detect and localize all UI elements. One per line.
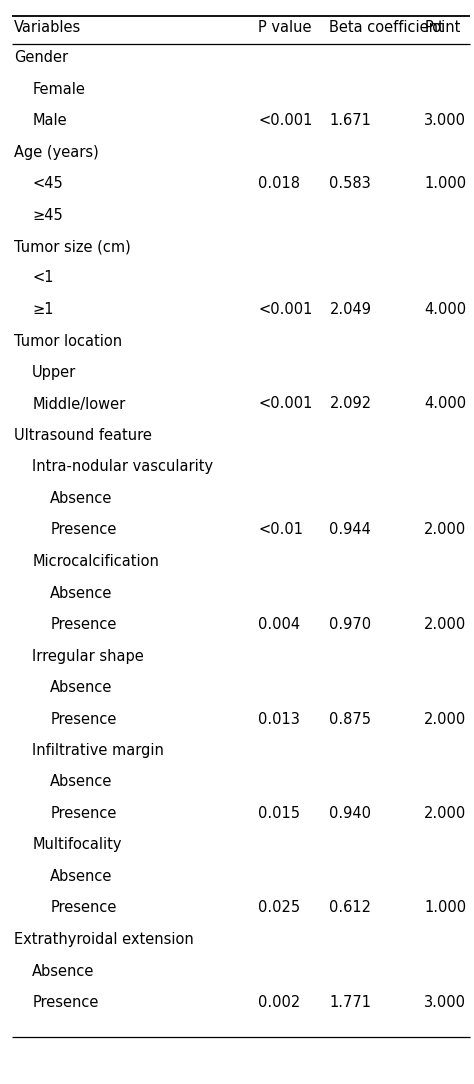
Text: Variables: Variables [14, 20, 82, 35]
Text: Microcalcification: Microcalcification [32, 554, 159, 569]
Text: Ultrasound feature: Ultrasound feature [14, 428, 152, 443]
Text: Presence: Presence [50, 617, 117, 632]
Text: P value: P value [258, 20, 312, 35]
Text: Absence: Absence [50, 491, 113, 506]
Text: 2.000: 2.000 [424, 522, 466, 538]
Text: 1.771: 1.771 [329, 995, 372, 1010]
Text: ≥1: ≥1 [32, 302, 54, 317]
Text: Infiltrative margin: Infiltrative margin [32, 743, 164, 758]
Text: 0.018: 0.018 [258, 176, 301, 191]
Text: Absence: Absence [50, 869, 113, 883]
Text: Absence: Absence [32, 964, 95, 979]
Text: 4.000: 4.000 [424, 302, 466, 317]
Text: 0.002: 0.002 [258, 995, 301, 1010]
Text: 0.013: 0.013 [258, 711, 300, 726]
Text: Presence: Presence [50, 711, 117, 726]
Text: Presence: Presence [50, 522, 117, 538]
Text: 3.000: 3.000 [424, 113, 466, 128]
Text: Intra-nodular vascularity: Intra-nodular vascularity [32, 460, 213, 475]
Text: 4.000: 4.000 [424, 397, 466, 412]
Text: <0.001: <0.001 [258, 302, 313, 317]
Text: 2.000: 2.000 [424, 806, 466, 821]
Text: 0.944: 0.944 [329, 522, 371, 538]
Text: 0.583: 0.583 [329, 176, 371, 191]
Text: Extrathyroidal extension: Extrathyroidal extension [14, 932, 194, 947]
Text: 1.000: 1.000 [424, 901, 466, 916]
Text: Upper: Upper [32, 365, 76, 380]
Text: <45: <45 [32, 176, 63, 191]
Text: Age (years): Age (years) [14, 144, 99, 159]
Text: 0.025: 0.025 [258, 901, 301, 916]
Text: Male: Male [32, 113, 67, 128]
Text: 2.000: 2.000 [424, 711, 466, 726]
Text: Irregular shape: Irregular shape [32, 648, 144, 663]
Text: 1.671: 1.671 [329, 113, 371, 128]
Text: Presence: Presence [50, 806, 117, 821]
Text: <0.001: <0.001 [258, 397, 313, 412]
Text: Tumor location: Tumor location [14, 334, 122, 348]
Text: Point: Point [424, 20, 461, 35]
Text: Presence: Presence [32, 995, 99, 1010]
Text: Absence: Absence [50, 774, 113, 789]
Text: 0.004: 0.004 [258, 617, 301, 632]
Text: 0.875: 0.875 [329, 711, 372, 726]
Text: 0.015: 0.015 [258, 806, 301, 821]
Text: 0.970: 0.970 [329, 617, 372, 632]
Text: <0.01: <0.01 [258, 522, 303, 538]
Text: 3.000: 3.000 [424, 995, 466, 1010]
Text: 1.000: 1.000 [424, 176, 466, 191]
Text: 0.612: 0.612 [329, 901, 372, 916]
Text: Tumor size (cm): Tumor size (cm) [14, 238, 131, 254]
Text: ≥45: ≥45 [32, 207, 63, 222]
Text: Absence: Absence [50, 680, 113, 695]
Text: 2.000: 2.000 [424, 617, 466, 632]
Text: Gender: Gender [14, 50, 68, 65]
Text: 0.940: 0.940 [329, 806, 372, 821]
Text: Middle/lower: Middle/lower [32, 397, 126, 412]
Text: Beta coefficient: Beta coefficient [329, 20, 444, 35]
Text: Absence: Absence [50, 585, 113, 601]
Text: 2.049: 2.049 [329, 302, 372, 317]
Text: Female: Female [32, 81, 85, 96]
Text: <1: <1 [32, 271, 54, 285]
Text: Presence: Presence [50, 901, 117, 916]
Text: 2.092: 2.092 [329, 397, 372, 412]
Text: Multifocality: Multifocality [32, 838, 122, 852]
Text: <0.001: <0.001 [258, 113, 313, 128]
